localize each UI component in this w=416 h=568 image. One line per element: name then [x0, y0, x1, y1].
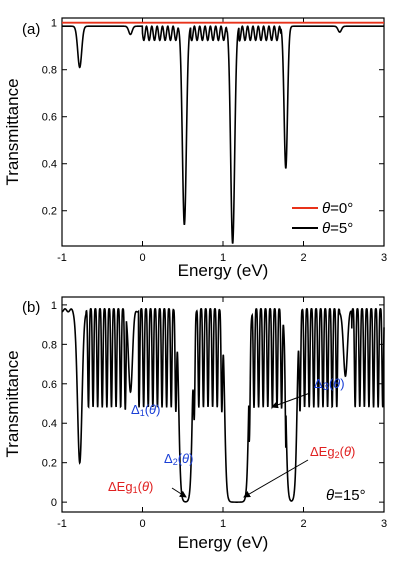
panel-a-label: (a)	[22, 21, 40, 38]
annotation-eg2: ΔEg2(θ)	[310, 444, 355, 460]
panel-b-ytick-label: 0	[51, 497, 57, 509]
series-theta-5-line	[62, 25, 384, 244]
legend-theta-0-label: θ=0°	[322, 200, 353, 217]
panel-a-xtick-label: 1	[220, 252, 226, 264]
panel-a-ytick-label: 0.6	[42, 112, 57, 124]
panel-a-ylabel: Transmittance	[3, 78, 22, 185]
panel-b-xtick-label: 2	[300, 518, 306, 530]
panel-b-ylabel: Transmittance	[3, 350, 22, 457]
panel-a-ytick-label: 0.2	[42, 206, 57, 218]
panel-a: (a) -1 0 1 2 3 0.2 0.4 0.6 0.8 1 Transmittance En…	[3, 17, 387, 280]
panel-b-xlabel: Energy (eV)	[178, 533, 269, 552]
arrow-eg2	[243, 459, 309, 498]
annotation-delta3: Δ3(θ)	[314, 376, 345, 393]
panel-b-ticks: -1 0 1 2 300.20.40.60.81	[42, 297, 387, 530]
panel-b-xtick-label: -1	[57, 518, 67, 530]
arrow-eg1	[171, 487, 187, 498]
panel-a-xtick-label: -1	[57, 252, 67, 264]
panel-b-xtick-label: 0	[139, 518, 145, 530]
legend-theta-5-label: θ=5°	[322, 220, 353, 237]
panel-a-xtick-label: 0	[139, 252, 145, 264]
series-theta-15-line	[61, 308, 385, 503]
panel-b-ytick-label: 0.4	[42, 418, 57, 430]
annotation-eg1: ΔEg1(θ)	[108, 479, 153, 495]
panel-a-ytick-label: 1	[51, 18, 57, 30]
panel-a-xtick-label: 2	[300, 252, 306, 264]
panel-b-theta-note: θ=15°	[326, 487, 366, 504]
annotation-delta2: Δ2(θ)	[164, 451, 193, 467]
panel-b: (b) -1 0 1 2 300.20.40.60.81 Transmittance E…	[3, 296, 387, 552]
panel-a-xtick-label: 3	[381, 252, 387, 264]
panel-b-ytick-label: 1	[51, 300, 57, 312]
panel-b-xtick-label: 3	[381, 518, 387, 530]
panel-a-legend: θ=0° θ=5°	[292, 200, 353, 237]
annotation-delta1: Δ1(θ)	[131, 402, 160, 418]
panel-a-ytick-label: 0.8	[42, 65, 57, 77]
panel-b-label: (b)	[22, 299, 40, 316]
panel-b-ytick-label: 0.2	[42, 458, 57, 470]
panel-a-ytick-label: 0.4	[42, 159, 57, 171]
arrow-delta3	[271, 392, 311, 409]
panel-b-ytick-label: 0.8	[42, 339, 57, 351]
panel-b-ytick-label: 0.6	[42, 379, 57, 391]
panel-b-xtick-label: 1	[220, 518, 226, 530]
panel-a-xlabel: Energy (eV)	[178, 261, 269, 280]
